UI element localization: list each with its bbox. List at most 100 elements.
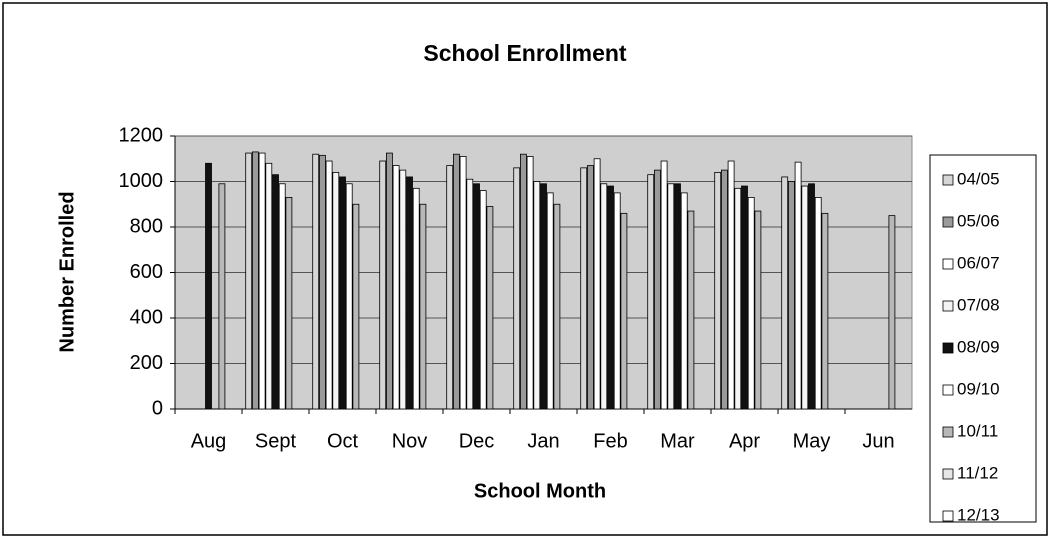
bar (741, 185, 748, 410)
bar (814, 197, 822, 410)
bar (251, 151, 259, 410)
bar (727, 160, 735, 410)
legend-swatch (942, 384, 954, 396)
bar (654, 169, 661, 410)
legend-label: 08/09 (957, 337, 1000, 356)
chart-title: School Enrollment (423, 40, 627, 66)
bar (801, 185, 809, 410)
bar (613, 192, 621, 410)
x-tick-label: Mar (660, 430, 695, 452)
bar (687, 210, 695, 410)
bar (526, 156, 534, 410)
bar (808, 183, 815, 410)
x-tick-label: Sept (255, 430, 297, 452)
bar (647, 174, 655, 410)
legend-swatch (942, 342, 954, 354)
y-tick-label: 1200 (119, 124, 164, 146)
bar (888, 215, 896, 410)
bar (318, 154, 326, 410)
legend-swatch (942, 174, 954, 186)
bar (593, 158, 601, 410)
legend-label: 05/06 (957, 211, 1000, 230)
bar (734, 187, 742, 410)
legend-label: 09/10 (957, 379, 1000, 398)
bar (540, 183, 547, 410)
bar (385, 152, 393, 410)
legend-label: 04/05 (957, 169, 1000, 188)
x-tick-label: Dec (459, 430, 495, 452)
bar (345, 183, 353, 410)
legend-label: 06/07 (957, 253, 1000, 272)
x-tick-label: May (793, 430, 831, 452)
legend-swatch (942, 258, 954, 270)
bar (272, 174, 279, 410)
bar (680, 192, 688, 410)
x-tick-label: Jan (527, 430, 559, 452)
legend-label: 12/13 (957, 505, 1000, 524)
bar (392, 165, 400, 410)
bar (325, 160, 333, 410)
bar (674, 183, 681, 410)
legend-swatch (942, 426, 954, 438)
bar (459, 156, 467, 410)
bar (667, 183, 675, 410)
bar (419, 203, 427, 410)
y-tick-label: 1000 (119, 170, 164, 192)
legend-box (929, 154, 1037, 523)
bar (821, 212, 829, 410)
bar (278, 183, 286, 410)
bar (781, 176, 789, 410)
bar (339, 176, 346, 410)
bar (546, 192, 554, 410)
y-tick-label: 600 (130, 261, 163, 283)
legend-swatch (942, 216, 954, 228)
bar (285, 197, 293, 410)
legend-label: 07/08 (957, 295, 1000, 314)
bar (379, 160, 387, 410)
bar (553, 203, 561, 410)
x-tick-label: Aug (191, 430, 227, 452)
bar (332, 171, 340, 410)
bar (520, 153, 527, 410)
bar (754, 210, 762, 410)
y-tick-label: 800 (130, 215, 163, 237)
bar (412, 187, 420, 410)
y-axis-label: Number Enrolled (56, 191, 78, 352)
bar (721, 169, 728, 410)
legend-swatch (942, 468, 954, 480)
bar (406, 176, 413, 410)
bar (600, 183, 608, 410)
bar (205, 162, 212, 410)
bar (218, 183, 226, 410)
y-tick-label: 400 (130, 306, 163, 328)
bar (607, 185, 614, 410)
bar (533, 181, 541, 410)
bar (352, 203, 360, 410)
bar (446, 165, 454, 410)
bar (245, 152, 253, 410)
bar (620, 212, 628, 410)
legend-label: 10/11 (957, 421, 998, 440)
x-tick-label: Oct (327, 430, 359, 452)
bar (794, 161, 802, 410)
bar (513, 167, 521, 410)
legend-label: 11/12 (957, 463, 998, 482)
bar (587, 165, 594, 410)
bar (473, 183, 480, 410)
x-tick-label: Apr (729, 430, 760, 452)
x-tick-label: Jun (862, 430, 894, 452)
bar (452, 153, 460, 410)
y-tick-label: 200 (130, 352, 163, 374)
x-axis-label: School Month (474, 480, 606, 502)
legend-swatch (942, 300, 954, 312)
x-tick-label: Feb (593, 430, 627, 452)
x-tick-label: Nov (392, 430, 428, 452)
bar (265, 162, 273, 410)
bar (399, 169, 407, 410)
legend-swatch (942, 510, 954, 522)
bar (747, 197, 755, 410)
bar (580, 167, 588, 410)
bar (466, 178, 474, 410)
bar (479, 190, 487, 410)
